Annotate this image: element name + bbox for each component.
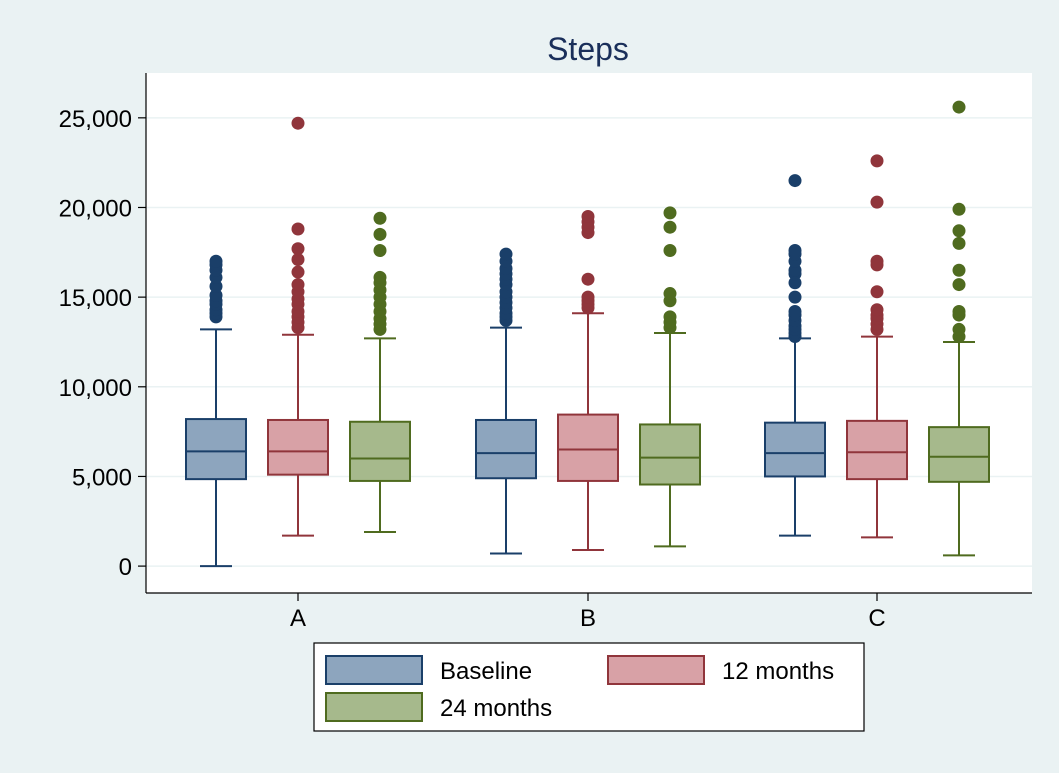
outlier-point (581, 209, 595, 223)
outlier-point (870, 254, 884, 268)
iqr-box (846, 419, 908, 481)
outlier-point (373, 227, 387, 241)
outlier-point (870, 285, 884, 299)
outlier-point (952, 202, 966, 216)
legend-label: Baseline (440, 658, 532, 685)
iqr-box (475, 418, 537, 480)
y-tick-label: 25,000 (59, 106, 132, 133)
box-24-months (928, 100, 990, 557)
outlier-point (788, 304, 802, 318)
outlier-point (499, 247, 513, 261)
box-baseline (185, 254, 247, 568)
iqr-box (267, 418, 329, 476)
legend-swatch (607, 655, 705, 685)
legend-swatch (325, 655, 423, 685)
outlier-point (663, 287, 677, 301)
outlier-point (663, 220, 677, 234)
outlier-point (788, 174, 802, 188)
y-tick-label: 10,000 (59, 375, 132, 402)
outlier-point (952, 278, 966, 292)
outlier-point (373, 244, 387, 258)
iqr-box (349, 420, 411, 482)
x-tick-label: B (580, 605, 596, 632)
outlier-point (788, 244, 802, 258)
legend-label: 24 months (440, 695, 552, 722)
legend-label: 12 months (722, 658, 834, 685)
legend: Baseline 12 months 24 months (313, 642, 865, 732)
legend-swatch (325, 692, 423, 722)
axes: 0 5,000 10,000 15,000 20,000 25,000 A B C (59, 73, 1032, 632)
iqr-box (639, 423, 701, 486)
iqr-box (764, 421, 826, 478)
y-tick-label: 15,000 (59, 285, 132, 312)
outlier-point (663, 206, 677, 220)
box-baseline (764, 174, 826, 537)
box-baseline (475, 247, 537, 555)
y-tick-label: 20,000 (59, 195, 132, 222)
outlier-point (291, 265, 305, 279)
outlier-point (291, 116, 305, 130)
outlier-point (952, 322, 966, 336)
box-24-months (349, 211, 411, 534)
boxes (185, 100, 990, 568)
y-tick-label: 5,000 (72, 464, 132, 491)
outlier-point (291, 222, 305, 236)
outlier-point (373, 270, 387, 284)
outlier-point (952, 304, 966, 318)
x-tick-label: A (290, 605, 306, 632)
box-12-months (557, 209, 619, 551)
iqr-box (557, 413, 619, 482)
outlier-point (788, 276, 802, 290)
iqr-box (185, 418, 247, 481)
outlier-point (870, 154, 884, 168)
outlier-point (663, 310, 677, 324)
outlier-point (373, 211, 387, 225)
outlier-point (870, 303, 884, 317)
outlier-point (788, 290, 802, 304)
iqr-box (928, 426, 990, 483)
outlier-point (291, 252, 305, 266)
outlier-point (952, 263, 966, 277)
y-tick-label: 0 (119, 554, 132, 581)
outlier-point (209, 288, 223, 302)
outlier-point (952, 236, 966, 250)
outlier-point (209, 254, 223, 268)
box-12-months (846, 154, 908, 539)
outlier-point (663, 244, 677, 258)
outlier-point (788, 263, 802, 277)
outlier-point (291, 242, 305, 256)
box-24-months (639, 206, 701, 548)
outlier-point (870, 195, 884, 209)
box-12-months (267, 116, 329, 537)
outlier-point (581, 290, 595, 304)
x-tick-label: C (868, 605, 885, 632)
outlier-point (581, 272, 595, 286)
outlier-point (952, 100, 966, 114)
chart-title: Steps (547, 31, 629, 67)
outlier-point (209, 279, 223, 293)
outlier-point (952, 224, 966, 238)
outlier-point (291, 278, 305, 292)
